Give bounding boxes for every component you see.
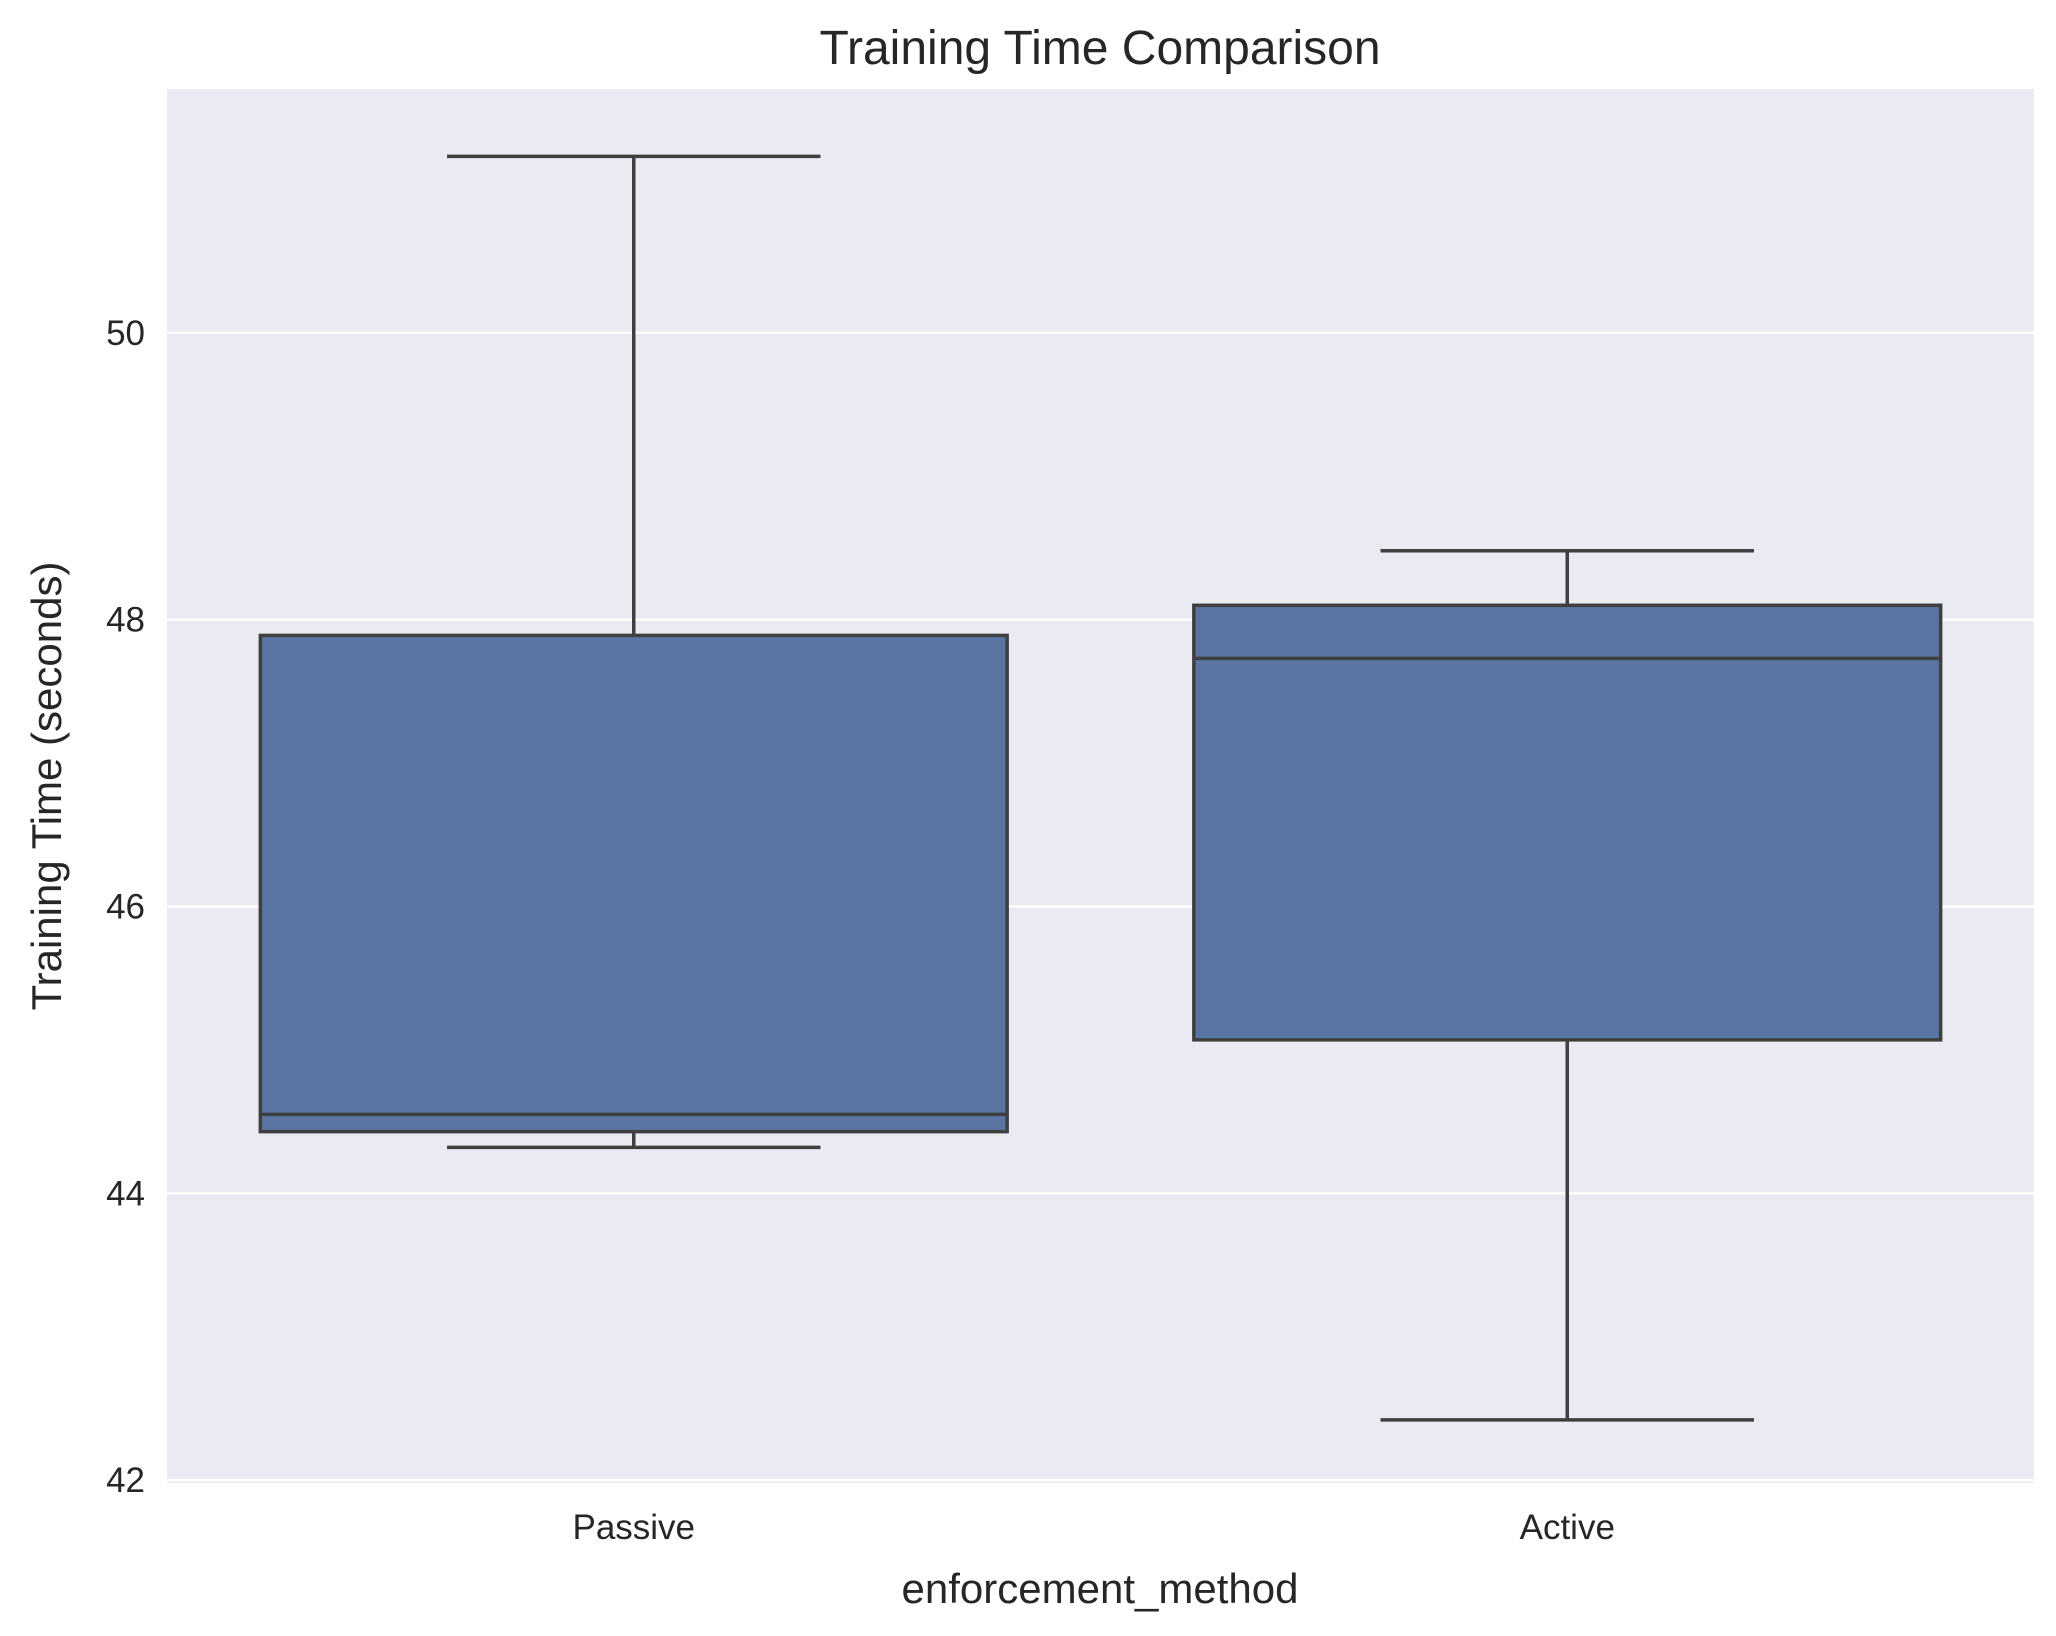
box-passive bbox=[258, 154, 1009, 1150]
boxes bbox=[258, 154, 1943, 1422]
box-active bbox=[1192, 549, 1943, 1422]
y-tick-label: 46 bbox=[106, 887, 145, 926]
x-tick-label: Passive bbox=[572, 1508, 695, 1547]
y-tick-labels: 42 44 46 48 50 bbox=[106, 314, 145, 1500]
y-tick-label: 48 bbox=[106, 601, 145, 640]
iqr-box bbox=[258, 633, 1009, 1134]
x-tick-label: Active bbox=[1520, 1508, 1615, 1547]
chart-title: Training Time Comparison bbox=[819, 22, 1380, 75]
y-tick-label: 44 bbox=[106, 1174, 145, 1213]
x-axis-label: enforcement_method bbox=[902, 1565, 1299, 1612]
y-axis-label: Training Time (seconds) bbox=[23, 562, 70, 1011]
x-tick-labels: Passive Active bbox=[572, 1508, 1614, 1547]
y-tick-label: 42 bbox=[106, 1461, 145, 1500]
y-tick-label: 50 bbox=[106, 314, 145, 353]
iqr-box bbox=[1192, 603, 1943, 1042]
